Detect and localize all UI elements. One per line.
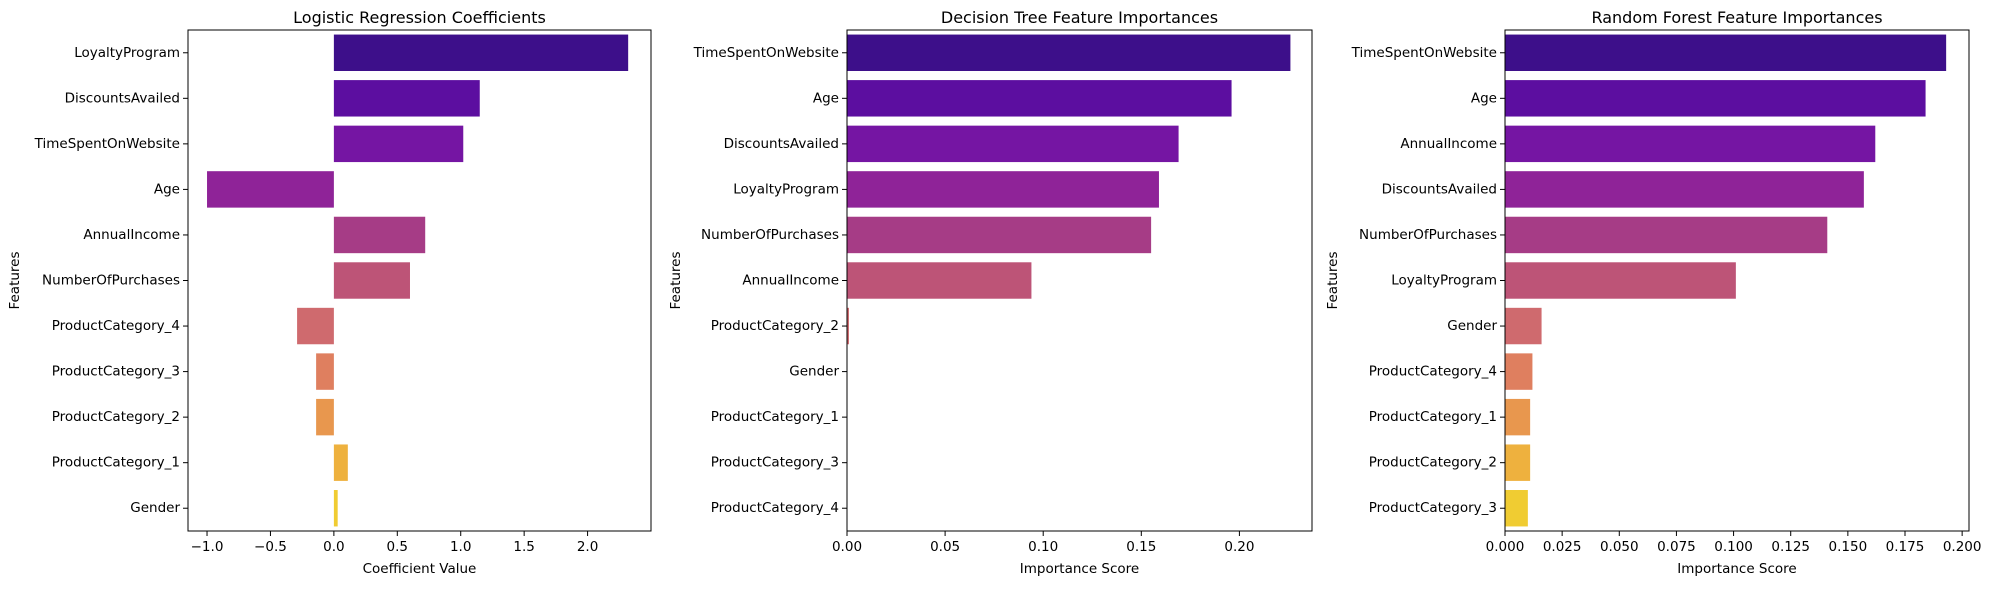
bar-ProductCategory_3 [1505, 490, 1528, 527]
y-tick-label: ProductCategory_1 [52, 455, 180, 471]
x-axis-label: Importance Score [1020, 561, 1139, 577]
y-axis-label: Features [7, 251, 23, 309]
x-tick-label: 0.05 [930, 539, 960, 555]
bar-NumberOfPurchases [1505, 216, 1828, 254]
bar-TimeSpentOnWebsite [333, 125, 464, 163]
chart-title: Random Forest Feature Importances [1591, 8, 1882, 27]
x-tick-label: 0.025 [1543, 539, 1582, 555]
y-axis-label: Features [1325, 251, 1341, 309]
bar-Age [1505, 80, 1926, 117]
y-tick-label: LoyaltyProgram [1391, 273, 1497, 289]
x-tick-label: 0.175 [1886, 539, 1925, 555]
x-tick-label: 0.000 [1486, 539, 1525, 555]
x-tick-label: 0.075 [1657, 539, 1696, 555]
y-tick-label: Gender [1447, 318, 1497, 334]
x-tick-label: −1.0 [191, 539, 224, 555]
y-tick-label: AnnualIncome [1400, 136, 1497, 152]
bar-Age [207, 171, 334, 208]
x-axis-label: Importance Score [1677, 561, 1796, 577]
chart-panel-1: LoyaltyProgram DiscountsAvailed TimeSpentO… [7, 8, 652, 577]
y-tick-label: NumberOfPurchases [701, 227, 839, 243]
x-tick-label: 2.0 [577, 539, 598, 555]
bar-Age [847, 80, 1232, 117]
y-tick-label: ProductCategory_4 [52, 318, 180, 334]
bar-ProductCategory_2 [847, 307, 849, 345]
bar-NumberOfPurchases [847, 216, 1152, 254]
y-tick-label: Gender [130, 500, 180, 516]
y-tick-label: ProductCategory_2 [1369, 455, 1497, 471]
y-axis-label: Features [668, 251, 684, 309]
y-tick-label: Age [813, 90, 839, 106]
x-tick-label: 0.050 [1600, 539, 1639, 555]
x-tick-label: 0.0 [323, 539, 344, 555]
bar-ProductCategory_1 [1505, 398, 1531, 436]
bar-NumberOfPurchases [333, 262, 410, 299]
y-tick-label: Age [1471, 90, 1497, 106]
x-tick-label: 0.125 [1771, 539, 1810, 555]
bar-ProductCategory_2 [1505, 444, 1531, 481]
y-tick-label: TimeSpentOnWebsite [693, 45, 839, 61]
y-tick-label: ProductCategory_1 [711, 409, 839, 425]
x-tick-label: −0.5 [254, 539, 287, 555]
chart-title: Decision Tree Feature Importances [941, 8, 1218, 27]
y-tick-label: AnnualIncome [83, 227, 180, 243]
bar-Gender [1505, 307, 1542, 345]
x-tick-label: 1.0 [450, 539, 471, 555]
bar-TimeSpentOnWebsite [847, 34, 1291, 71]
x-tick-label: 0.150 [1829, 539, 1868, 555]
bar-DiscountsAvailed [847, 125, 1179, 163]
bar-ProductCategory_4 [1505, 353, 1533, 390]
x-axis-label: Coefficient Value [363, 561, 477, 577]
y-tick-label: DiscountsAvailed [65, 90, 180, 106]
bar-AnnualIncome [847, 262, 1032, 299]
bar-LoyaltyProgram [847, 171, 1159, 208]
y-tick-label: ProductCategory_2 [52, 409, 180, 425]
bar-LoyaltyProgram [333, 34, 629, 71]
y-tick-label: AnnualIncome [742, 273, 839, 289]
y-tick-label: NumberOfPurchases [1359, 227, 1497, 243]
y-tick-label: ProductCategory_4 [711, 500, 839, 516]
x-tick-label: 0.20 [1224, 539, 1254, 555]
x-tick-label: 0.5 [387, 539, 408, 555]
y-tick-label: ProductCategory_4 [1369, 364, 1497, 380]
bar-AnnualIncome [333, 216, 426, 254]
bar-LoyaltyProgram [1505, 262, 1736, 299]
x-tick-label: 0.10 [1028, 539, 1058, 555]
y-tick-label: ProductCategory_2 [711, 318, 839, 334]
bar-DiscountsAvailed [1505, 171, 1864, 208]
y-tick-label: LoyaltyProgram [74, 45, 180, 61]
bar-ProductCategory_1 [333, 444, 348, 481]
chart-panel-2: TimeSpentOnWebsite Age DiscountsAvailed Loy… [668, 8, 1313, 577]
y-tick-label: ProductCategory_1 [1369, 409, 1497, 425]
y-tick-label: LoyaltyProgram [733, 181, 839, 197]
bar-Gender [333, 490, 338, 527]
chart-title: Logistic Regression Coefficients [293, 8, 546, 27]
y-tick-label: Gender [789, 364, 839, 380]
y-tick-label: Age [154, 181, 180, 197]
bar-ProductCategory_3 [316, 353, 334, 390]
x-tick-label: 0.15 [1126, 539, 1156, 555]
x-tick-label: 0.100 [1714, 539, 1753, 555]
y-tick-label: TimeSpentOnWebsite [34, 136, 180, 152]
bar-ProductCategory_2 [316, 398, 334, 436]
bar-ProductCategory_4 [297, 307, 334, 345]
y-tick-label: ProductCategory_3 [52, 364, 180, 380]
y-tick-label: ProductCategory_3 [711, 455, 839, 471]
x-tick-label: 1.5 [513, 539, 534, 555]
y-tick-label: NumberOfPurchases [42, 273, 180, 289]
y-tick-label: DiscountsAvailed [724, 136, 839, 152]
y-tick-label: ProductCategory_3 [1369, 500, 1497, 516]
y-tick-label: DiscountsAvailed [1382, 181, 1497, 197]
bar-TimeSpentOnWebsite [1505, 34, 1947, 71]
y-tick-label: TimeSpentOnWebsite [1351, 45, 1497, 61]
x-tick-label: 0.200 [1943, 539, 1982, 555]
x-tick-label: 0.00 [832, 539, 862, 555]
bar-AnnualIncome [1505, 125, 1876, 163]
bar-DiscountsAvailed [333, 80, 480, 117]
chart-panel-3: TimeSpentOnWebsite Age AnnualIncome Discoun… [1325, 8, 1981, 577]
